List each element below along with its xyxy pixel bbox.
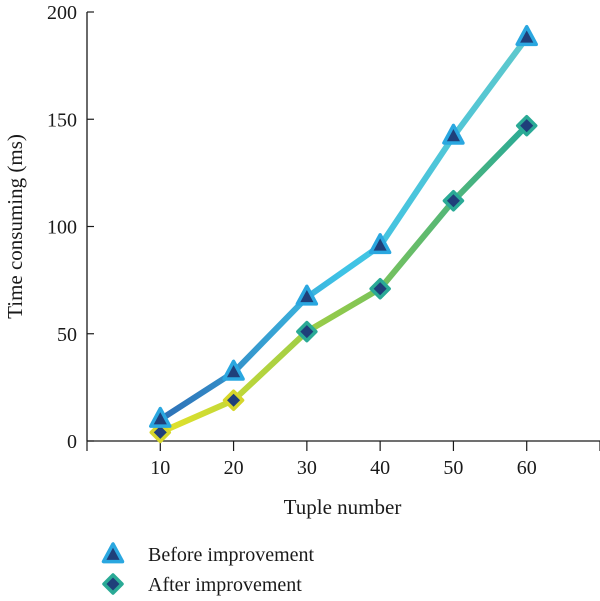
legend-item: Before improvement <box>87 542 314 566</box>
series-before-improvement <box>157 34 530 423</box>
x-tick-label: 10 <box>150 457 170 479</box>
triangle-marker <box>368 233 392 255</box>
series-line <box>157 34 530 423</box>
diamond-marker <box>515 114 538 137</box>
y-tick-label: 50 <box>57 324 77 346</box>
diamond-marker <box>149 421 172 444</box>
x-tick-label: 20 <box>224 457 244 479</box>
axes: 0 50 100 150 200 10 20 30 40 50 60 Tuple number Time… <box>3 2 600 519</box>
y-tick-label: 0 <box>67 431 77 453</box>
series-after-improvement <box>157 122 530 436</box>
x-tick-label: 30 <box>297 457 317 479</box>
y-axis-title: Time consuming (ms) <box>3 134 27 319</box>
y-tick-label: 150 <box>47 109 77 131</box>
triangle-marker <box>101 542 125 564</box>
x-tick-label: 50 <box>443 457 463 479</box>
legend-item: After improvement <box>87 573 302 596</box>
series-layer <box>149 24 538 444</box>
series-line <box>157 122 530 436</box>
x-tick-label: 60 <box>517 457 537 479</box>
legend-label: After improvement <box>148 574 302 596</box>
triangle-marker <box>222 359 245 381</box>
triangle-marker <box>442 123 465 145</box>
triangle-marker <box>295 284 319 306</box>
diamond-marker <box>442 190 465 212</box>
y-tick-label: 100 <box>47 217 77 239</box>
triangle-marker <box>515 24 538 47</box>
x-tick-label: 40 <box>370 457 390 479</box>
markers-after-improvement <box>149 114 538 444</box>
markers-before-improvement <box>149 24 538 428</box>
triangle-marker <box>149 406 172 428</box>
diamond-marker <box>222 389 245 411</box>
legend-label: Before improvement <box>148 544 314 566</box>
legend: Before improvement After improvement <box>87 542 314 596</box>
diamond-marker <box>102 573 124 595</box>
y-tick-label: 200 <box>47 2 77 24</box>
diamond-marker <box>369 277 391 300</box>
x-axis-title: Tuple number <box>284 495 402 519</box>
diamond-marker <box>296 320 318 343</box>
